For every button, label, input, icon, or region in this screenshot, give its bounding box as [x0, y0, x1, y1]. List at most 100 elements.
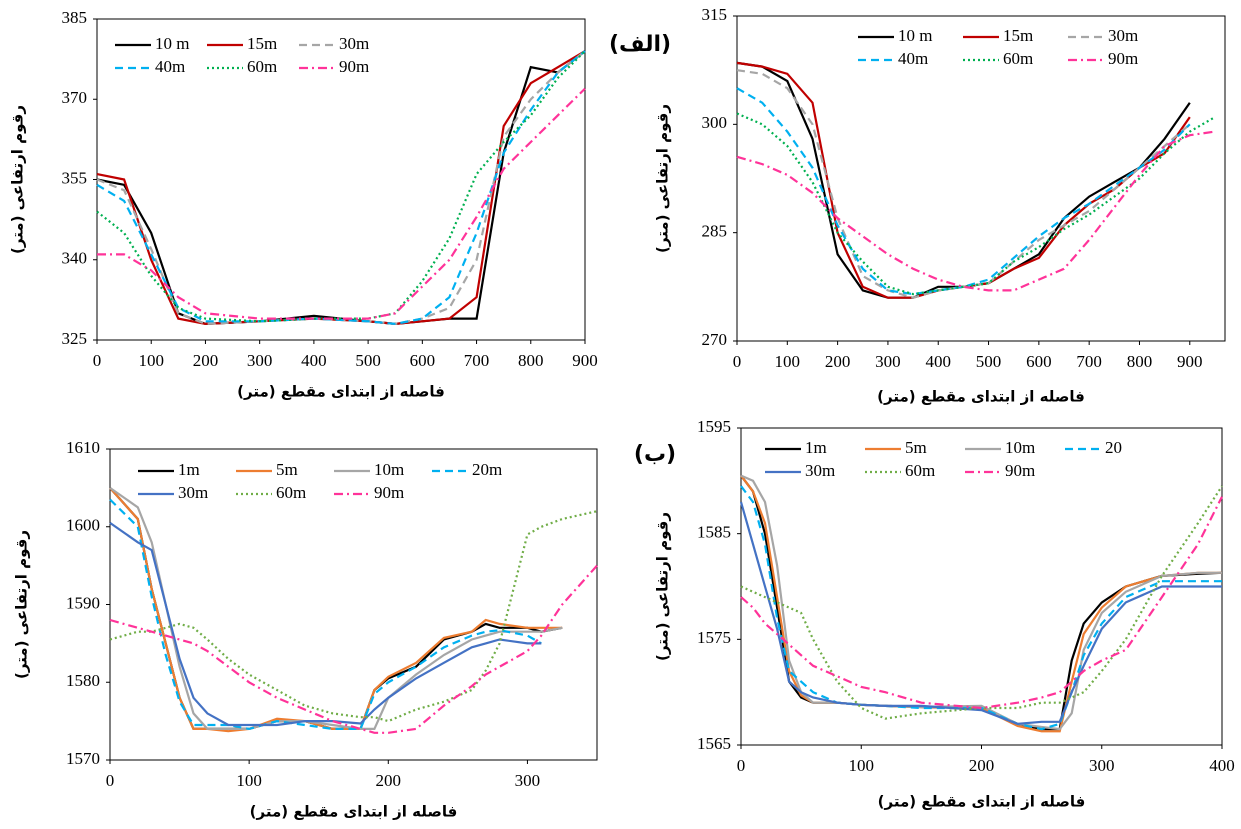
- y-tick-label: 355: [62, 168, 88, 187]
- x-tick-label: 400: [1209, 756, 1235, 775]
- series-line: [96, 50, 586, 326]
- series-line: [109, 510, 598, 723]
- y-tick-label: 1570: [66, 749, 100, 768]
- legend-label: 10m: [1005, 438, 1035, 457]
- legend-label: 90m: [374, 483, 404, 502]
- x-axis-label: فاصله از ابتدای مقطع (متر): [878, 793, 1086, 811]
- series-line: [96, 50, 586, 326]
- series-line: [97, 87, 586, 320]
- x-axis-label: فاصله از ابتدای مقطع (متر): [877, 388, 1085, 406]
- legend-label: 30m: [1108, 26, 1138, 45]
- y-tick-label: 385: [62, 8, 88, 27]
- y-tick-label: 270: [702, 330, 728, 349]
- legend-label: 30m: [178, 483, 208, 502]
- legend-label: 40m: [155, 57, 185, 76]
- legend-label: 60m: [905, 461, 935, 480]
- legend-label: 40m: [898, 49, 928, 68]
- series-line: [740, 485, 1223, 720]
- series-line: [96, 50, 586, 326]
- legend-label: 10m: [374, 460, 404, 479]
- y-tick-label: 340: [62, 249, 88, 268]
- y-axis-label: رقوم ارتفاعی (متر): [654, 104, 672, 253]
- x-tick-label: 0: [106, 771, 115, 790]
- x-tick-label: 100: [775, 352, 801, 371]
- x-tick-label: 600: [1026, 352, 1052, 371]
- plot-area: [736, 15, 1226, 342]
- x-tick-label: 0: [93, 351, 102, 370]
- series-line: [109, 486, 563, 730]
- x-tick-label: 300: [247, 351, 273, 370]
- y-tick-label: 1600: [66, 516, 100, 535]
- series-line: [740, 496, 1223, 710]
- legend-label: 15m: [1003, 26, 1033, 45]
- series-line: [739, 501, 1222, 726]
- legend-label: 1m: [178, 460, 200, 479]
- series-line: [736, 87, 1191, 296]
- x-tick-label: 200: [825, 352, 851, 371]
- y-tick-label: 285: [702, 222, 728, 241]
- series-line: [96, 50, 586, 326]
- series-line: [109, 487, 563, 733]
- x-tick-label: 200: [376, 771, 402, 790]
- y-tick-label: 325: [62, 329, 88, 348]
- y-tick-label: 315: [702, 5, 728, 24]
- x-axis-label: فاصله از ابتدای مقطع (متر): [237, 383, 445, 401]
- y-axis-label: رقوم ارتفاعی (متر): [9, 105, 27, 254]
- x-tick-label: 800: [518, 351, 544, 370]
- x-tick-label: 200: [193, 351, 219, 370]
- y-tick-label: 300: [702, 113, 728, 132]
- x-tick-label: 900: [1177, 352, 1203, 371]
- x-tick-label: 700: [1076, 352, 1102, 371]
- legend-label: 20: [1105, 438, 1122, 457]
- y-tick-label: 1585: [697, 523, 731, 542]
- annotation: (الف): [609, 32, 671, 57]
- x-tick-label: 500: [355, 351, 381, 370]
- legend-label: 60m: [247, 57, 277, 76]
- legend-label: 10 m: [898, 26, 932, 45]
- y-tick-label: 1595: [697, 417, 731, 436]
- legend-label: 30m: [339, 34, 369, 53]
- x-tick-label: 0: [737, 756, 746, 775]
- x-tick-label: 400: [301, 351, 327, 370]
- y-tick-label: 1590: [66, 593, 100, 612]
- x-tick-label: 200: [969, 756, 995, 775]
- x-tick-label: 300: [515, 771, 541, 790]
- legend-label: 90m: [339, 57, 369, 76]
- x-tick-label: 300: [1089, 756, 1115, 775]
- legend-label: 15m: [247, 34, 277, 53]
- legend-label: 5m: [276, 460, 298, 479]
- x-tick-label: 900: [572, 351, 598, 370]
- annotation: (ب): [634, 442, 676, 467]
- x-tick-label: 800: [1127, 352, 1153, 371]
- legend-label: 30m: [805, 461, 835, 480]
- series-line: [736, 130, 1216, 292]
- y-axis-label: رقوم ارتفاعی (متر): [13, 530, 31, 679]
- series-line: [109, 521, 542, 727]
- series-line: [96, 50, 586, 323]
- legend-label: 5m: [905, 438, 927, 457]
- x-tick-label: 100: [236, 771, 262, 790]
- x-tick-label: 100: [849, 756, 875, 775]
- series-line: [736, 69, 1191, 299]
- legend-label: 90m: [1005, 461, 1035, 480]
- legend-label: 10 m: [155, 34, 189, 53]
- y-tick-label: 1610: [66, 438, 100, 457]
- legend-label: 60m: [276, 483, 306, 502]
- x-tick-label: 100: [138, 351, 164, 370]
- x-tick-label: 0: [733, 352, 742, 371]
- y-tick-label: 1565: [697, 734, 731, 753]
- x-tick-label: 300: [875, 352, 901, 371]
- x-axis-label: فاصله از ابتدای مقطع (متر): [250, 803, 458, 821]
- series-line: [109, 498, 542, 731]
- y-tick-label: 1580: [66, 671, 100, 690]
- legend-label: 90m: [1108, 49, 1138, 68]
- x-tick-label: 400: [925, 352, 951, 371]
- y-axis-label: رقوم ارتفاعی (متر): [654, 512, 672, 661]
- series-line: [740, 485, 1222, 731]
- series-line: [740, 474, 1222, 731]
- x-tick-label: 500: [976, 352, 1002, 371]
- legend-label: 1m: [805, 438, 827, 457]
- legend-label: 20m: [472, 460, 502, 479]
- series-line: [109, 564, 598, 734]
